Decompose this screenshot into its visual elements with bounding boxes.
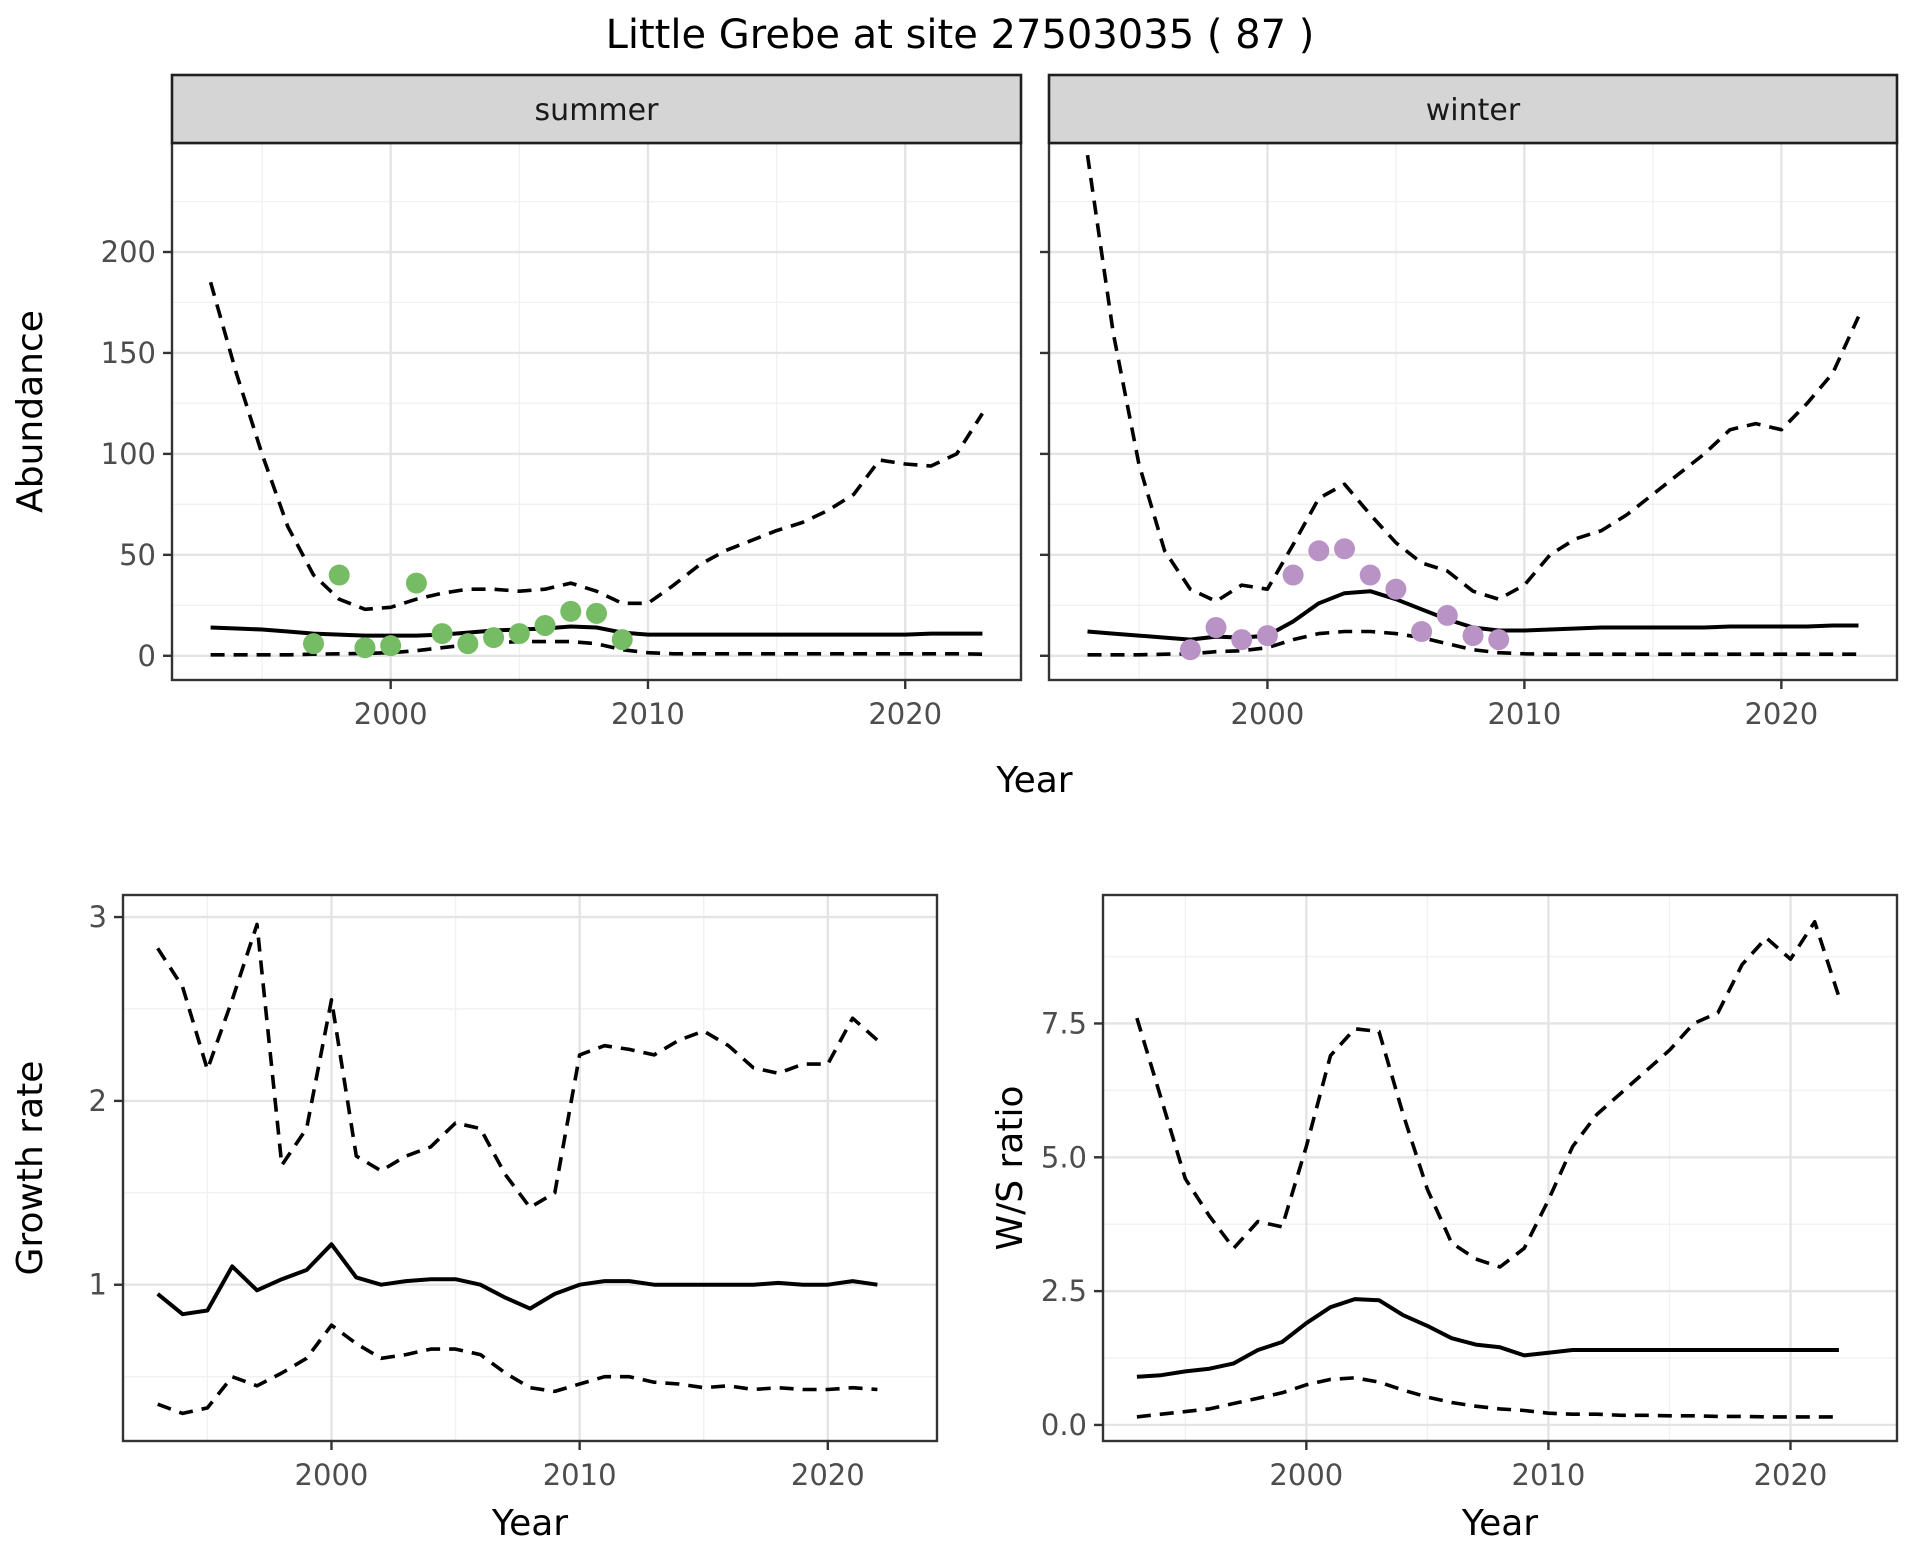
x-axis-title: Year [491, 1503, 568, 1544]
x-axis-title-top-row: Year [995, 760, 1072, 801]
observed-counts-point [508, 623, 530, 645]
upper-95ci-line [1135, 919, 1841, 1269]
observed-counts-point [560, 600, 582, 622]
y-tick-label: 200 [101, 235, 156, 269]
y-tick-label: 150 [101, 336, 156, 370]
observed-counts-point [328, 564, 350, 586]
observed-counts-point [1282, 564, 1304, 586]
observed-counts-point [303, 633, 324, 655]
observed-counts-point [534, 614, 556, 636]
y-tick-label: 2 [89, 1084, 107, 1118]
x-axis-title: Year [1461, 1503, 1538, 1544]
y-tick-label: 3 [89, 900, 107, 934]
observed-counts-point [1359, 564, 1381, 586]
observed-counts-point [1179, 639, 1201, 661]
x-tick-label: 2010 [1487, 697, 1561, 731]
observed-counts-point [1256, 625, 1278, 647]
y-tick-label: 0 [138, 639, 156, 673]
observed-counts-point [586, 602, 607, 624]
chart-title: Little Grebe at site 27503035 ( 87 ) [606, 12, 1315, 58]
observed-counts-point [354, 637, 376, 659]
x-tick-label: 2000 [1269, 1458, 1343, 1492]
y-axis-title: Abundance [10, 310, 51, 513]
x-tick-label: 2020 [791, 1458, 865, 1492]
x-tick-label: 2000 [295, 1458, 369, 1492]
y-axis-title: W/S ratio [990, 1085, 1031, 1250]
observed-counts-point [483, 627, 505, 649]
median-line [210, 624, 983, 638]
panel-border [121, 893, 939, 1443]
x-tick-label: 2010 [1512, 1458, 1586, 1492]
panel-background [1103, 895, 1897, 1441]
lower-95ci-line [157, 1323, 878, 1416]
panel-border [1101, 893, 1899, 1443]
observed-counts-point [1205, 617, 1227, 639]
observed-counts-point [431, 623, 453, 645]
panel-background [123, 895, 937, 1441]
observed-counts-point [1488, 629, 1510, 651]
x-tick-label: 2020 [1754, 1458, 1828, 1492]
y-axis-title: Growth rate [10, 1061, 51, 1276]
y-tick-label: 1 [89, 1268, 107, 1302]
observed-counts-point [1385, 578, 1407, 600]
x-tick-label: 2000 [1231, 697, 1305, 731]
y-tick-label: 5.0 [1041, 1140, 1087, 1174]
median-line [1136, 1297, 1839, 1379]
x-tick-label: 2000 [354, 697, 428, 731]
observed-counts-point [457, 633, 479, 655]
observed-counts-point [380, 635, 402, 657]
x-tick-label: 2020 [1744, 697, 1818, 731]
panel-abundance-winter: winter 2000 2010 2020 [1040, 73, 1899, 731]
facet-strip-label: winter [1426, 93, 1521, 128]
facet-strip [1047, 73, 1899, 145]
panel-background [1049, 143, 1897, 680]
lower-95ci-line [1087, 629, 1859, 657]
observed-counts-point [1308, 540, 1330, 562]
x-tick-label: 2010 [611, 697, 685, 731]
upper-95ci-line [208, 281, 984, 612]
facet-strip-label: summer [535, 93, 660, 128]
observed-counts-point [1334, 538, 1356, 560]
lower-95ci-line [1136, 1376, 1839, 1419]
facet-strip [170, 73, 1023, 145]
panel-abundance-summer: summer 2000 2010 2020 0 50 100 150 200 Abundance [10, 73, 1023, 731]
observed-counts-point [1231, 629, 1253, 651]
y-tick-label: 100 [101, 437, 156, 471]
observed-counts-point [1436, 604, 1458, 626]
panel-growth-rate: 2000 2010 2020 1 2 3 Growth rate Year [10, 893, 939, 1544]
observed-counts-point [1462, 625, 1484, 647]
lower-95ci-line [210, 639, 983, 657]
median-line [156, 1242, 878, 1317]
upper-95ci-line [156, 922, 879, 1210]
panel-background [172, 143, 1021, 680]
x-tick-label: 2020 [868, 697, 942, 731]
observed-counts-point [1411, 621, 1433, 643]
observed-counts-point [611, 629, 633, 651]
y-tick-label: 7.5 [1041, 1006, 1087, 1040]
panel-winter-summer-ratio: 2000 2010 2020 0.0 2.5 5.0 7.5 W/S ratio Year [990, 893, 1899, 1544]
observed-counts-point [405, 572, 427, 594]
y-tick-label: 0.0 [1041, 1408, 1087, 1442]
y-tick-label: 50 [119, 538, 156, 572]
upper-95ci-line [1085, 154, 1861, 604]
x-tick-label: 2010 [543, 1458, 617, 1492]
y-tick-label: 2.5 [1041, 1274, 1087, 1308]
